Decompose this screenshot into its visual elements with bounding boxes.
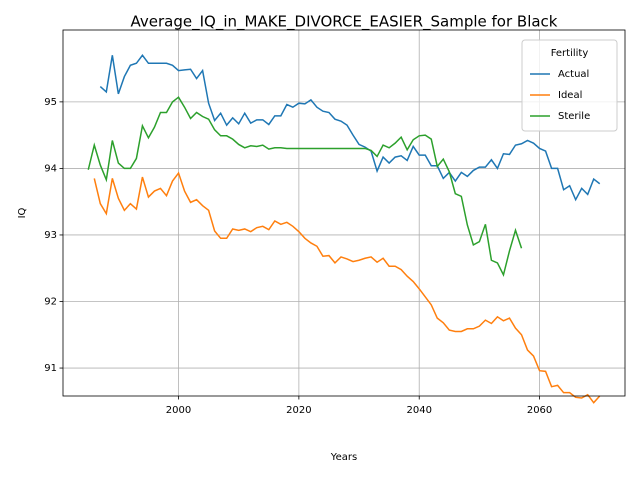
series-line [93, 171, 601, 404]
x-tick-label: 2040 [406, 405, 431, 416]
chart-title: Average_IQ_in_MAKE_DIVORCE_EASIER_Sample… [131, 13, 558, 32]
y-tick-label: 94 [44, 163, 57, 174]
legend-label: Sterile [558, 111, 590, 122]
legend-title: Fertility [551, 48, 589, 59]
y-tick-label: 92 [44, 297, 57, 308]
x-tick-label: 2060 [527, 405, 552, 416]
y-tick-label: 95 [44, 97, 57, 108]
y-axis-label: IQ [17, 207, 28, 218]
y-tick-label: 91 [44, 363, 57, 374]
legend-label: Actual [558, 69, 589, 80]
legend-label: Ideal [558, 90, 582, 101]
y-tick-label: 93 [44, 230, 57, 241]
legend-box [521, 39, 618, 132]
x-tick-label: 2020 [286, 405, 311, 416]
series-line [99, 54, 601, 202]
plot-frame [62, 29, 626, 397]
x-tick-label: 2000 [166, 405, 191, 416]
series-line [87, 96, 523, 278]
x-axis-label: Years [330, 452, 357, 463]
